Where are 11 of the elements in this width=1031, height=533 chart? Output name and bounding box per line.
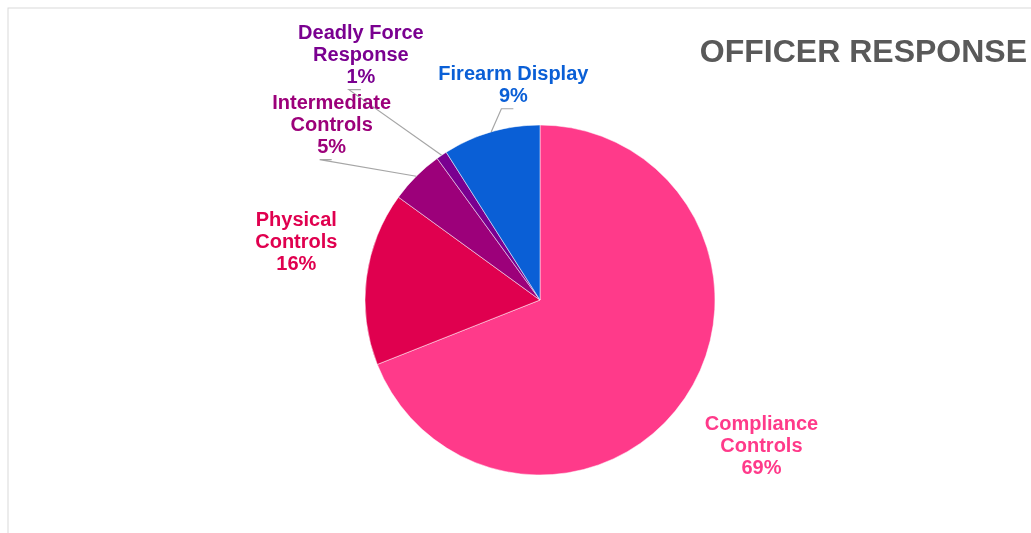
data-label: 16% — [276, 251, 317, 274]
slice-label: Deadly Force Response — [298, 20, 424, 65]
data-label: 69% — [741, 456, 782, 479]
data-label: 1% — [346, 64, 376, 87]
data-label: 5% — [317, 134, 347, 157]
slice-label: Firearm Display — [438, 61, 590, 84]
chart-title: OFFICER RESPONSE — [699, 33, 1027, 69]
slice-label: Physical Controls — [255, 207, 338, 252]
slice-label: Compliance Controls — [704, 412, 819, 457]
data-label: 9% — [498, 83, 529, 106]
slice-label: Intermediate Controls — [272, 90, 392, 135]
